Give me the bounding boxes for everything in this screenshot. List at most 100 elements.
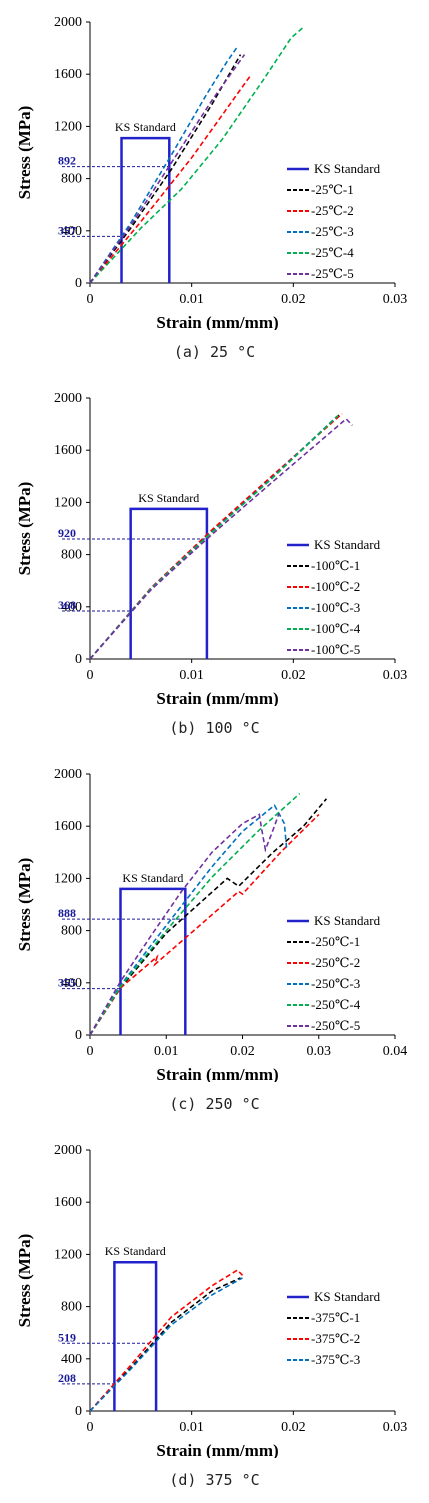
ks-standard-label: KS Standard (115, 120, 176, 134)
legend-label: -375℃-3 (311, 1352, 360, 1367)
y-tick-label: 400 (61, 976, 82, 991)
y-tick-label: 800 (61, 172, 82, 187)
series-line (89, 813, 320, 1036)
x-axis-label: Strain (mm/mm) (156, 1065, 278, 1082)
x-tick-label: 0 (87, 292, 94, 307)
stress-annotation: 519 (58, 1330, 76, 1344)
x-tick-label: 0.01 (154, 1044, 179, 1059)
y-tick-label: 800 (61, 1300, 82, 1315)
ks-standard-box (129, 507, 209, 659)
series-line (89, 804, 288, 1036)
y-tick-label: 400 (61, 224, 82, 239)
series-line (89, 46, 239, 284)
chart-panel-1: 0 400 800 1200 1600 2000 0 0.01 0.02 0.03 Strain (… (0, 0, 429, 375)
chart-caption: (b) 100 °C (169, 719, 260, 737)
ks-standard-label: KS Standard (122, 871, 183, 885)
chart-caption: (c) 250 °C (169, 1095, 260, 1113)
x-tick-label: 0.02 (281, 1420, 306, 1435)
legend-label: -250℃-4 (311, 997, 361, 1012)
y-axis-label: Stress (MPa) (15, 106, 34, 200)
series-line (89, 812, 280, 1036)
series-line (89, 415, 339, 660)
y-tick-label: 1200 (54, 1247, 82, 1262)
x-axis-label: Strain (mm/mm) (156, 689, 278, 706)
x-axis-label: Strain (mm/mm) (156, 1441, 278, 1458)
series-line (89, 793, 301, 1036)
y-tick-label: 400 (61, 1352, 82, 1367)
x-tick-label: 0 (87, 1044, 94, 1059)
y-tick-label: 1600 (54, 1195, 82, 1210)
x-tick-label: 0.03 (383, 292, 408, 307)
chart-svg: 0 400 800 1200 1600 2000 0 0.01 0.02 0.03 Strain (… (15, 391, 408, 708)
legend-label: -100℃-2 (311, 579, 360, 594)
series-line (89, 413, 343, 660)
x-tick-label: 0.03 (383, 668, 408, 683)
series-line (89, 1277, 243, 1412)
legend-label: KS Standard (314, 161, 381, 176)
legend-label: -25℃-1 (311, 182, 354, 197)
x-tick-label: 0.01 (179, 292, 204, 307)
y-tick-label: 2000 (54, 15, 82, 30)
ks-standard-label: KS Standard (138, 491, 199, 505)
stress-annotation: 920 (58, 526, 76, 540)
x-tick-label: 0 (87, 668, 94, 683)
y-axis-label: Stress (MPa) (15, 1234, 34, 1328)
y-tick-label: 400 (61, 600, 82, 615)
x-axis-label: Strain (mm/mm) (156, 313, 278, 330)
legend-label: -100℃-5 (311, 642, 360, 657)
y-tick-label: 1600 (54, 67, 82, 82)
chart-svg: 0 400 800 1200 1600 2000 0 0.01 0.02 0.03 0.04 Stra… (15, 767, 408, 1084)
x-tick-label: 0.02 (281, 292, 306, 307)
legend-label: -375℃-2 (311, 1331, 360, 1346)
ks-standard-box (120, 136, 171, 283)
legend-label: KS Standard (314, 913, 381, 928)
y-tick-label: 2000 (54, 391, 82, 406)
chart-caption: (a) 25 °C (173, 343, 256, 361)
chart-panel-3: 0 400 800 1200 1600 2000 0 0.01 0.02 0.03 0.04 Stra… (0, 752, 429, 1127)
legend-label: KS Standard (314, 1289, 381, 1304)
series-line (89, 75, 252, 284)
y-tick-label: 1200 (54, 871, 82, 886)
legend-label: -375℃-1 (311, 1310, 360, 1325)
legend-label: -100℃-1 (311, 558, 360, 573)
series-line (89, 415, 338, 660)
chart-panel-2: 0 400 800 1200 1600 2000 0 0.01 0.02 0.03 Strain (… (0, 376, 429, 751)
y-tick-label: 0 (75, 276, 82, 291)
series-line (89, 414, 340, 660)
x-tick-label: 0.02 (230, 1044, 255, 1059)
x-tick-label: 0.01 (179, 668, 204, 683)
legend-label: -100℃-3 (311, 600, 360, 615)
series-line (89, 54, 246, 284)
series-line (89, 1269, 244, 1412)
ks-standard-box (119, 887, 187, 1035)
stress-annotation: 892 (58, 154, 76, 168)
legend-label: -250℃-3 (311, 976, 360, 991)
legend-label: KS Standard (314, 537, 381, 552)
x-tick-label: 0.03 (307, 1044, 332, 1059)
series-line (89, 26, 305, 284)
chart-panel-4: 0 400 800 1200 1600 2000 0 0.01 0.02 0.03 Strain (… (0, 1128, 429, 1503)
y-tick-label: 0 (75, 1028, 82, 1043)
series-line (89, 1277, 241, 1412)
stress-annotation: 357 (58, 223, 76, 237)
chart-svg: 0 400 800 1200 1600 2000 0 0.01 0.02 0.03 Strain (… (15, 1143, 407, 1460)
ks-standard-box (113, 1260, 158, 1411)
stress-annotation: 208 (58, 1371, 76, 1385)
y-tick-label: 800 (61, 924, 82, 939)
x-tick-label: 0 (87, 1420, 94, 1435)
series-line (89, 417, 353, 660)
y-tick-label: 1600 (54, 819, 82, 834)
y-tick-label: 0 (75, 1404, 82, 1419)
series-line (89, 798, 328, 1036)
y-tick-label: 0 (75, 652, 82, 667)
stress-annotation: 368 (58, 598, 76, 612)
x-tick-label: 0.02 (281, 668, 306, 683)
y-tick-label: 2000 (54, 767, 82, 782)
legend-label: -25℃-3 (311, 224, 354, 239)
stress-annotation: 888 (58, 906, 76, 920)
x-tick-label: 0.04 (383, 1044, 408, 1059)
legend-label: -25℃-4 (311, 245, 354, 260)
y-tick-label: 2000 (54, 1143, 82, 1158)
legend-label: -250℃-2 (311, 955, 360, 970)
chart-caption: (d) 375 °C (169, 1471, 260, 1489)
